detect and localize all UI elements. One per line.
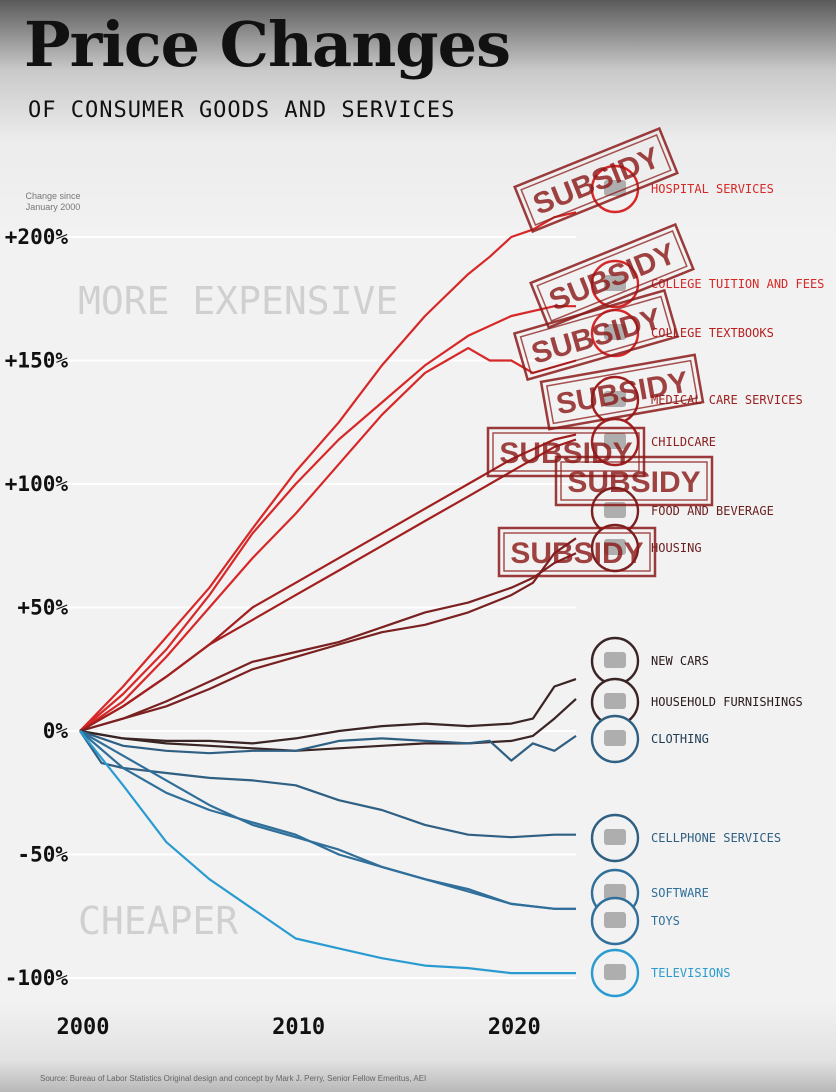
series-marker-toys: TOYS: [590, 896, 680, 946]
baby-stroller-icon-glyph: [604, 433, 626, 449]
series-marker-housing: HOUSING: [590, 523, 702, 573]
series-line-software: [79, 730, 576, 910]
x-tick-label: 2020: [488, 1015, 541, 1040]
medical-kit-icon-glyph: [604, 391, 626, 407]
sofa-icon-glyph: [604, 693, 626, 709]
series-line-college-tuition-and-fees: [79, 305, 576, 732]
series-line-clothing: [79, 729, 577, 762]
series-lines: [79, 211, 577, 975]
series-marker-hospital-services: HOSPITAL SERVICES: [590, 164, 774, 214]
series-line-new-cars: [79, 678, 577, 745]
series-marker-college-textbooks: COLLEGE TEXTBOOKS: [590, 308, 774, 358]
stamp-border: [497, 526, 657, 578]
hospital-icon-glyph: [604, 180, 626, 196]
y-tick-label: -50%: [17, 843, 68, 867]
gridlines: [60, 236, 576, 979]
series-label: COLLEGE TEXTBOOKS: [651, 326, 774, 340]
series-label: CLOTHING: [651, 732, 709, 746]
zone-label-cheaper: CHEAPER: [78, 899, 238, 943]
series-line-food-and-beverage: [79, 537, 577, 733]
stamp-inner-border: [503, 532, 651, 572]
series-marker-new-cars: NEW CARS: [590, 636, 709, 686]
shirt-icon-glyph: [604, 730, 626, 746]
stamp-border: [539, 353, 705, 431]
stamp-border: [513, 126, 679, 234]
series-label: COLLEGE TUITION AND FEES: [651, 277, 824, 291]
y-tick-label: +50%: [17, 596, 68, 620]
source-note: Source: Bureau of Labor Statistics Origi…: [40, 1074, 427, 1083]
x-axis-ticks: 2000 2010 2020: [57, 1015, 541, 1040]
stamp-border: [486, 426, 646, 478]
series-label: HOSPITAL SERVICES: [651, 182, 774, 196]
stamp-border: [554, 455, 714, 507]
stamp-inner-border: [545, 359, 699, 425]
x-tick-label: 2000: [57, 1015, 110, 1040]
series-label: CELLPHONE SERVICES: [651, 831, 781, 845]
series-label: FOOD AND BEVERAGE: [651, 504, 774, 518]
stamp-text: SUBSIDY: [499, 437, 632, 470]
series-line-household-furnishings: [79, 698, 577, 752]
subsidy-stamp: SUBSIDY: [513, 126, 679, 234]
series-marker-childcare: CHILDCARE: [590, 417, 716, 467]
y-tick-label: +100%: [5, 472, 69, 496]
series-label: NEW CARS: [651, 654, 709, 668]
stamp-inner-border: [560, 461, 708, 501]
chart-subtitle: OF CONSUMER GOODS AND SERVICES: [28, 98, 456, 123]
series-label: CHILDCARE: [651, 435, 716, 449]
graduation-cap-icon-glyph: [604, 275, 626, 291]
zone-label-more-expensive: MORE EXPENSIVE: [78, 279, 398, 323]
x-tick-label: 2010: [272, 1015, 325, 1040]
series-label: HOUSEHOLD FURNISHINGS: [651, 695, 803, 709]
stamp-text: SUBSIDY: [510, 537, 643, 570]
textbook-icon-glyph: [604, 324, 626, 340]
series-line-hospital-services: [79, 211, 577, 732]
stamp-inner-border: [536, 230, 688, 322]
subsidy-stamp: SUBSIDY: [486, 426, 646, 478]
y-tick-label: +150%: [5, 349, 69, 373]
cellphone-icon-glyph: [604, 829, 626, 845]
stamp-border: [529, 222, 695, 330]
zone-labels: MORE EXPENSIVE CHEAPER: [78, 279, 398, 943]
series-marker-medical-care-services: MEDICAL CARE SERVICES: [590, 375, 803, 425]
stamp-inner-border: [520, 134, 672, 226]
subsidy-stamp: SUBSIDY: [554, 455, 714, 507]
series-line-medical-care-services: [79, 433, 577, 732]
series-line-housing: [79, 552, 577, 733]
y-tick-label: -100%: [5, 966, 69, 990]
subsidy-stamp: SUBSIDY: [497, 526, 657, 578]
series-marker-household-furnishings: HOUSEHOLD FURNISHINGS: [590, 677, 803, 727]
series-markers: HOSPITAL SERVICES COLLEGE TUITION AND FEE…: [590, 164, 824, 998]
stamp-text: SUBSIDY: [567, 466, 700, 499]
series-label: SOFTWARE: [651, 886, 709, 900]
stamp-border: [512, 288, 680, 382]
series-line-toys: [79, 730, 576, 910]
series-line-televisions: [79, 730, 576, 975]
series-marker-cellphone-services: CELLPHONE SERVICES: [590, 813, 781, 863]
series-line-cellphone-services: [79, 730, 576, 839]
series-label: TELEVISIONS: [651, 966, 730, 980]
series-marker-televisions: TELEVISIONS: [590, 948, 730, 998]
y-axis-ticks: +200% +150% +100% +50% 0% -50% -100%: [5, 225, 69, 990]
chart-title: Price Changes: [24, 8, 511, 81]
television-icon-glyph: [604, 964, 626, 980]
toy-robot-icon-glyph: [604, 912, 626, 928]
series-marker-clothing: CLOTHING: [590, 714, 709, 764]
y-tick-label: 0%: [43, 719, 69, 743]
series-line-college-textbooks: [79, 347, 577, 732]
car-icon-glyph: [604, 652, 626, 668]
y-axis-note: Change since January 2000: [25, 191, 81, 212]
stamp-inner-border: [519, 295, 673, 375]
y-tick-label: +200%: [5, 225, 69, 249]
house-icon-glyph: [604, 539, 626, 555]
series-label: HOUSING: [651, 541, 702, 555]
stamp-inner-border: [492, 432, 640, 472]
series-label: TOYS: [651, 914, 680, 928]
software-icon-glyph: [604, 884, 626, 900]
